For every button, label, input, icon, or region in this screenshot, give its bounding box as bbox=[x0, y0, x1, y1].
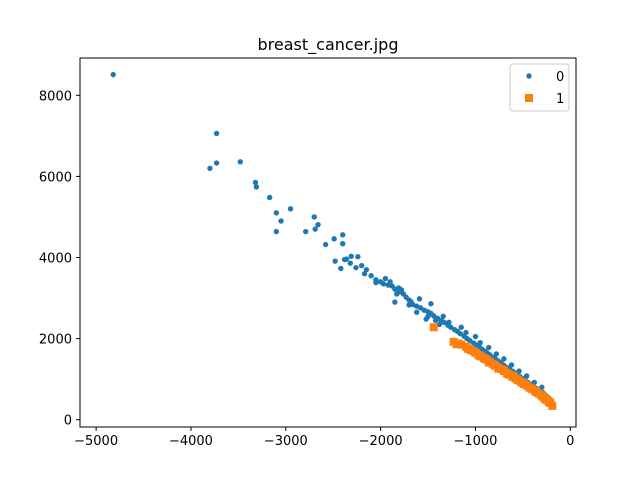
series-0-point bbox=[213, 130, 220, 137]
series-0-point bbox=[348, 253, 354, 259]
series-0-point bbox=[253, 184, 260, 190]
series-0-point bbox=[339, 232, 346, 238]
series-0-point bbox=[311, 214, 317, 220]
series-0-point bbox=[252, 179, 259, 186]
series-0-point bbox=[463, 329, 469, 336]
series-0-point bbox=[387, 279, 393, 285]
series-0-point bbox=[508, 362, 515, 368]
legend-label-1: 1 bbox=[556, 92, 564, 107]
series-0-point bbox=[303, 228, 309, 235]
series-0-point bbox=[423, 316, 429, 322]
points-layer bbox=[110, 71, 557, 410]
series-0-point bbox=[458, 324, 464, 330]
series-0-point bbox=[358, 262, 365, 269]
series-0-point bbox=[446, 319, 452, 326]
series-0-point bbox=[441, 319, 447, 326]
series-1-point bbox=[545, 398, 554, 407]
legend-label-0: 0 bbox=[556, 70, 564, 85]
series-1-point bbox=[463, 344, 472, 353]
series-0-point bbox=[355, 253, 361, 260]
series-0-point bbox=[539, 384, 545, 390]
series-0-point bbox=[110, 71, 116, 78]
series-0-point bbox=[523, 373, 530, 379]
series-0-point bbox=[413, 309, 420, 315]
series-0-point bbox=[501, 356, 507, 362]
series-0-point bbox=[373, 279, 379, 286]
x-tick-label: −1000 bbox=[453, 434, 497, 449]
series-0-point bbox=[273, 210, 280, 216]
series-0-point bbox=[477, 339, 483, 346]
series-0-point bbox=[207, 165, 213, 171]
series-0-point bbox=[266, 194, 273, 201]
series-0-point bbox=[213, 160, 220, 166]
series-0-point bbox=[278, 218, 284, 224]
series-0-point bbox=[472, 333, 479, 340]
series-0-point bbox=[394, 291, 400, 297]
series-0-point bbox=[436, 321, 443, 328]
series-1-point bbox=[454, 339, 463, 348]
series-0-point bbox=[332, 258, 338, 264]
series-0-point bbox=[406, 302, 412, 308]
y-tick-label: 8000 bbox=[39, 89, 72, 104]
series-0-point bbox=[353, 264, 359, 271]
series-0-point bbox=[361, 271, 368, 277]
series-0-point bbox=[368, 273, 374, 279]
series-0-point bbox=[237, 159, 243, 165]
y-tick-label: 4000 bbox=[39, 252, 72, 267]
series-1-point bbox=[429, 323, 438, 332]
series-0-point bbox=[331, 236, 337, 242]
series-0-point bbox=[416, 296, 423, 302]
x-tick-label: −3000 bbox=[264, 434, 308, 449]
series-0-point bbox=[392, 299, 398, 305]
y-tick-label: 6000 bbox=[39, 170, 72, 185]
series-0-point bbox=[382, 275, 389, 282]
series-0-point bbox=[432, 317, 439, 324]
series-0-point bbox=[428, 301, 434, 307]
series-0-point bbox=[486, 344, 492, 351]
legend-entries: 01 bbox=[525, 70, 564, 107]
x-tick-label: −5000 bbox=[74, 434, 118, 449]
series-1-point bbox=[509, 371, 518, 380]
series-1-point bbox=[518, 378, 527, 387]
x-axis: −5000 −4000 −3000 −2000 −1000 0 bbox=[74, 427, 574, 449]
series-0-point bbox=[363, 266, 370, 273]
y-tick-label: 2000 bbox=[39, 333, 72, 348]
y-axis: 0 2000 4000 6000 8000 bbox=[39, 89, 80, 429]
series-0-point bbox=[493, 351, 500, 357]
legend-marker-1 bbox=[525, 94, 533, 102]
series-0-point bbox=[273, 228, 280, 235]
series-1-point bbox=[537, 391, 546, 400]
legend-box bbox=[509, 63, 570, 112]
series-1-point bbox=[490, 360, 499, 369]
series-1-point bbox=[475, 351, 484, 360]
series-1-point bbox=[480, 354, 489, 363]
series-1-point bbox=[499, 366, 508, 375]
legend: 01 bbox=[509, 63, 570, 112]
x-tick-label: −2000 bbox=[359, 434, 403, 449]
series-0-point bbox=[440, 313, 446, 319]
series-0-point bbox=[339, 241, 346, 247]
series-0-point bbox=[315, 221, 321, 228]
series-0-point bbox=[287, 206, 294, 212]
series-0-point bbox=[322, 241, 329, 248]
series-0-point bbox=[347, 260, 353, 266]
series-0-point bbox=[398, 287, 405, 293]
series-0-point bbox=[516, 368, 522, 374]
series-0-point bbox=[380, 281, 387, 287]
y-tick-label: 0 bbox=[64, 414, 72, 429]
series-0-point bbox=[338, 265, 344, 272]
x-tick-label: 0 bbox=[566, 434, 574, 449]
plot-frame bbox=[79, 57, 577, 428]
series-1-point bbox=[469, 347, 478, 356]
series-1-point bbox=[528, 384, 537, 393]
chart-title: breast_cancer.jpg bbox=[258, 35, 399, 55]
series-0-point bbox=[343, 256, 350, 262]
x-tick-label: −4000 bbox=[169, 434, 213, 449]
series-0-point bbox=[312, 226, 318, 232]
legend-marker-0 bbox=[526, 73, 532, 79]
